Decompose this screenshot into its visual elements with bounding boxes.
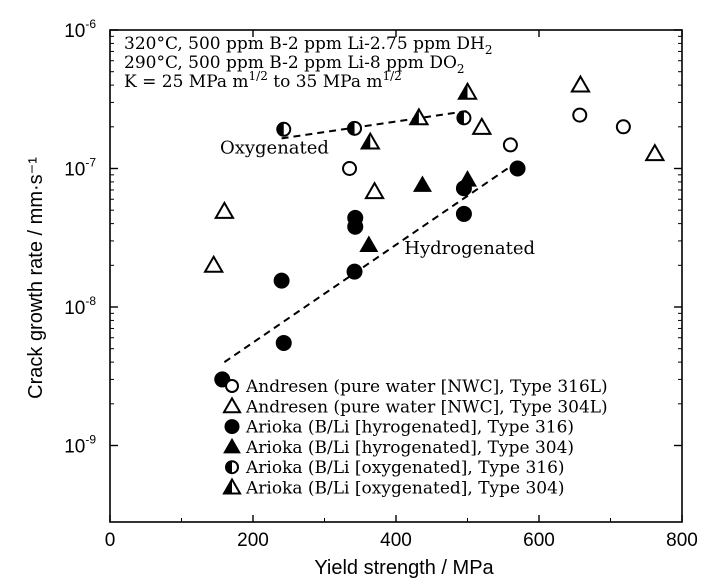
data-point-series-4 bbox=[347, 120, 363, 136]
marker-fill bbox=[277, 122, 284, 136]
marker-shape bbox=[273, 272, 290, 289]
marker-shape bbox=[346, 263, 363, 280]
marker-fill bbox=[226, 461, 232, 474]
marker-shape bbox=[458, 170, 477, 187]
marker-shape bbox=[203, 254, 225, 273]
data-point-series-2 bbox=[455, 205, 472, 222]
legend-marker bbox=[225, 379, 239, 393]
y-tick-label: 10-9 bbox=[64, 433, 96, 458]
marker-fill bbox=[458, 83, 468, 99]
marker-shape bbox=[275, 334, 292, 351]
data-point-series-0 bbox=[502, 137, 518, 153]
legend-marker bbox=[225, 460, 239, 475]
data-point-series-3 bbox=[458, 170, 477, 187]
legend-marker bbox=[224, 419, 240, 435]
x-tick-label: 600 bbox=[523, 530, 555, 551]
data-point-series-2 bbox=[347, 209, 364, 226]
marker-shape bbox=[572, 107, 588, 123]
data-point-series-5 bbox=[359, 131, 381, 150]
marker-shape bbox=[455, 205, 472, 222]
data-point-series-3 bbox=[412, 175, 432, 192]
marker-shape bbox=[364, 181, 385, 200]
data-point-series-3 bbox=[359, 235, 379, 252]
data-point-series-4 bbox=[276, 121, 292, 137]
condition-line: 290°C, 500 ppm B-2 ppm Li-8 ppm DO2 bbox=[124, 53, 465, 76]
data-point-series-1 bbox=[203, 254, 225, 273]
data-point-series-5 bbox=[457, 81, 478, 100]
marker-shape bbox=[347, 209, 364, 226]
marker-shape bbox=[570, 74, 591, 93]
data-point-series-1 bbox=[214, 200, 235, 219]
legend-entry: Arioka (B/Li [oxygenated], Type 304) bbox=[245, 479, 565, 499]
condition-line: K = 25 MPa m1/2 to 35 MPa m1/2 bbox=[124, 69, 402, 92]
legend-entry: Arioka (B/Li [hyrogenated], Type 316) bbox=[245, 418, 574, 438]
data-point-series-1 bbox=[471, 116, 493, 135]
marker-shape bbox=[222, 396, 242, 414]
marker-fill bbox=[348, 121, 355, 135]
annotation-label: Oxygenated bbox=[220, 138, 329, 159]
legend-entry: Andresen (pure water [NWC], Type 316L) bbox=[245, 377, 608, 397]
marker-shape bbox=[502, 137, 518, 153]
marker-fill bbox=[410, 109, 419, 125]
marker-shape bbox=[615, 119, 631, 135]
marker-fill bbox=[223, 479, 232, 494]
legend-marker bbox=[222, 477, 242, 495]
marker-shape bbox=[223, 437, 241, 454]
x-tick-label: 200 bbox=[237, 530, 269, 551]
data-point-series-1 bbox=[644, 143, 666, 162]
data-point-series-1 bbox=[364, 181, 385, 200]
marker-shape bbox=[644, 143, 666, 162]
marker-shape bbox=[224, 419, 240, 435]
marker-shape bbox=[342, 161, 358, 176]
marker-shape bbox=[509, 160, 526, 177]
y-tick-label: 10-8 bbox=[64, 294, 96, 319]
data-points bbox=[203, 74, 666, 388]
y-axis-label: Crack growth rate / mm·s⁻¹ bbox=[25, 157, 47, 399]
legend-marker bbox=[222, 396, 242, 414]
legend-entry: Arioka (B/Li [hyrogenated], Type 304) bbox=[245, 438, 574, 458]
marker-fill bbox=[457, 111, 464, 125]
legend-entry: Andresen (pure water [NWC], Type 304L) bbox=[245, 397, 608, 417]
legend: Andresen (pure water [NWC], Type 316L)An… bbox=[222, 377, 608, 499]
y-tick-label: 10-6 bbox=[64, 17, 96, 42]
data-point-series-4 bbox=[456, 110, 472, 126]
trend-line-oxygenated bbox=[281, 110, 468, 140]
legend-entry: Arioka (B/Li [oxygenated], Type 316) bbox=[245, 458, 565, 478]
x-tick-label: 400 bbox=[380, 530, 412, 551]
x-axis-label: Yield strength / MPa bbox=[314, 557, 494, 579]
x-tick-label: 800 bbox=[666, 530, 698, 551]
annotation-label: Hydrogenated bbox=[404, 238, 535, 259]
marker-shape bbox=[412, 175, 432, 192]
axes-layer bbox=[109, 29, 683, 523]
condition-line: 320°C, 500 ppm B-2 ppm Li-2.75 ppm DH2 bbox=[124, 34, 492, 57]
data-point-series-2 bbox=[346, 263, 363, 280]
marker-shape bbox=[471, 116, 493, 135]
data-point-series-5 bbox=[408, 107, 430, 126]
y-tick-label: 10-7 bbox=[64, 156, 96, 181]
data-point-series-1 bbox=[570, 74, 591, 93]
legend-marker bbox=[223, 437, 241, 454]
trend-lines bbox=[223, 110, 519, 363]
data-point-series-2 bbox=[275, 334, 292, 351]
data-point-series-0 bbox=[572, 107, 588, 123]
x-tick-label: 0 bbox=[105, 530, 116, 551]
data-point-series-2 bbox=[273, 272, 290, 289]
marker-shape bbox=[225, 379, 239, 393]
marker-shape bbox=[214, 200, 235, 219]
data-point-series-0 bbox=[615, 119, 631, 135]
marker-shape bbox=[359, 235, 379, 252]
data-point-series-0 bbox=[342, 161, 358, 176]
chart-text: 0 200 400 600 800 10-9 10-8 10-7 10-6 Yield stren… bbox=[25, 17, 698, 579]
data-point-series-2 bbox=[509, 160, 526, 177]
